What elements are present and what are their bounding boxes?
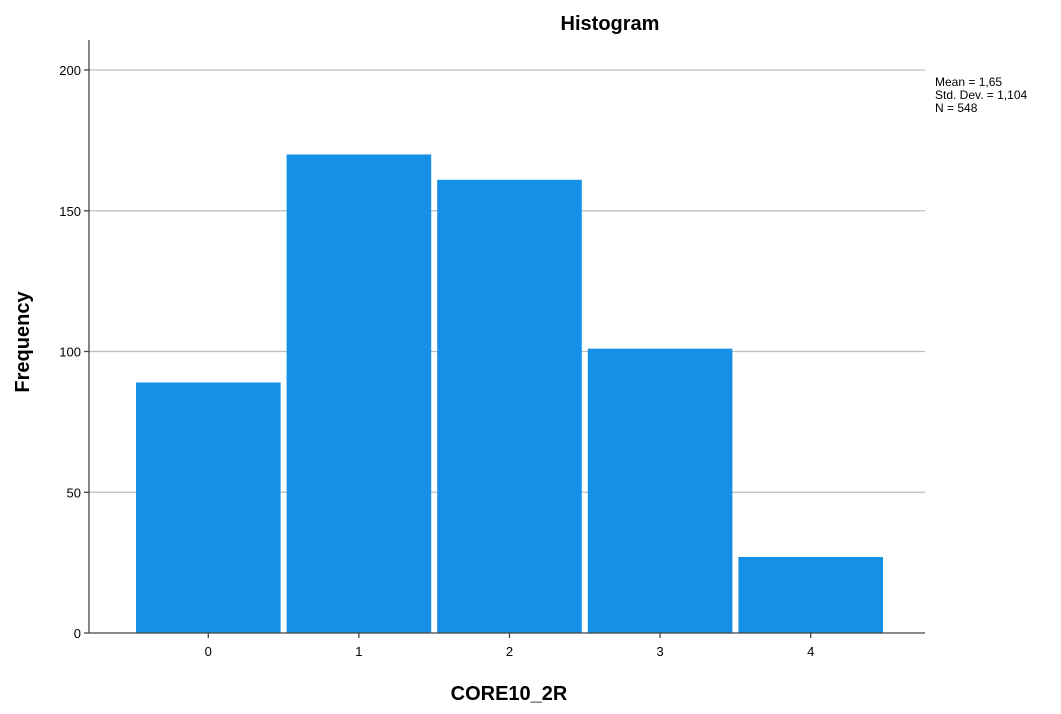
y-tick-labels: 0 50 100 150 200 (59, 63, 81, 641)
y-tick-label: 0 (74, 626, 81, 641)
y-tick-label: 200 (59, 63, 81, 78)
axes (88, 40, 925, 634)
y-axis-label: Frequency (12, 291, 34, 393)
x-tick-label: 3 (656, 644, 663, 659)
x-tick-label: 2 (506, 644, 513, 659)
histogram-bar (286, 154, 432, 633)
x-tick-label: 1 (355, 644, 362, 659)
histogram-bar (587, 348, 733, 633)
x-tick-label: 4 (807, 644, 814, 659)
y-tick-label: 50 (67, 485, 81, 500)
x-axis-label: CORE10_2R (451, 683, 568, 705)
x-tick-label: 0 (205, 644, 212, 659)
stats-std-dev: Std. Dev. = 1,104 (935, 88, 1027, 102)
bars (136, 154, 883, 633)
y-tick-label: 100 (59, 345, 81, 360)
histogram-bar (136, 382, 281, 633)
histogram-bar (738, 556, 883, 633)
x-tick-labels: 0 1 2 3 4 (205, 633, 814, 659)
histogram-bar (437, 179, 582, 633)
stats-mean: Mean = 1,65 (935, 75, 1002, 89)
chart-title: Histogram (561, 13, 660, 35)
y-tick-label: 150 (59, 204, 81, 219)
stats-n: N = 548 (935, 101, 978, 115)
stats-legend: Mean = 1,65 Std. Dev. = 1,104 N = 548 (935, 75, 1027, 115)
